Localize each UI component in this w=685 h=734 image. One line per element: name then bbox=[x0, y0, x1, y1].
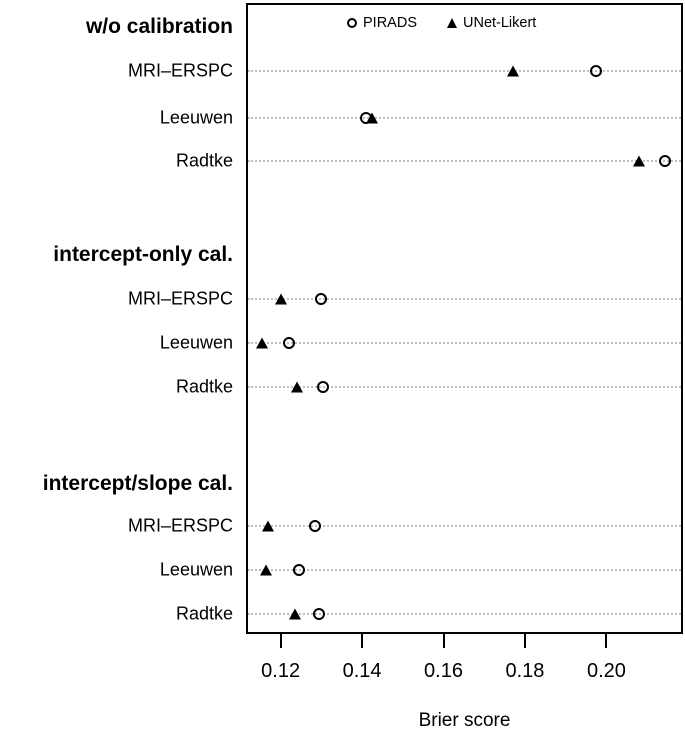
pirads-circle-marker bbox=[590, 65, 603, 77]
row-gridline bbox=[248, 70, 681, 72]
pirads-circle-marker bbox=[317, 381, 330, 393]
unet-likert-triangle-marker bbox=[260, 564, 273, 576]
pirads-legend-icon bbox=[347, 18, 357, 28]
pirads-circle-marker bbox=[309, 519, 322, 532]
group-label: intercept-only cal. bbox=[53, 242, 233, 266]
x-axis-tick-label: 0.20 bbox=[586, 660, 626, 682]
x-axis-tick bbox=[523, 634, 526, 648]
unet-likert-triangle-marker bbox=[274, 293, 287, 304]
row-label: MRI–ERSPC bbox=[127, 288, 233, 308]
pirads-circle-marker bbox=[659, 155, 672, 167]
group-label: intercept/slope cal. bbox=[42, 471, 233, 495]
row-label: MRI–ERSPC bbox=[127, 515, 233, 535]
legend: PIRADS UNet-Likert bbox=[347, 13, 536, 33]
x-axis-tick bbox=[279, 634, 282, 648]
x-axis-tick bbox=[605, 634, 608, 648]
unet-likert-legend-icon bbox=[447, 18, 457, 28]
pirads-circle-marker bbox=[313, 607, 326, 620]
x-axis-tick-label: 0.14 bbox=[342, 660, 382, 682]
row-label: Leeuwen bbox=[159, 107, 233, 127]
row-label: Leeuwen bbox=[159, 559, 233, 580]
x-axis-tick bbox=[361, 634, 364, 648]
row-gridline bbox=[248, 297, 681, 300]
row-gridline bbox=[248, 612, 681, 615]
legend-entry: PIRADS bbox=[347, 15, 417, 31]
pirads-circle-marker bbox=[292, 564, 305, 576]
row-label: Radtke bbox=[175, 150, 233, 171]
row-label: MRI–ERSPC bbox=[127, 60, 233, 81]
row-gridline bbox=[248, 524, 681, 527]
unet-likert-triangle-marker bbox=[366, 112, 379, 123]
x-axis-title: Brier score bbox=[418, 710, 511, 731]
x-axis-tick bbox=[442, 634, 445, 648]
x-axis-tick-label: 0.16 bbox=[424, 660, 463, 682]
row-label: Leeuwen bbox=[159, 332, 233, 353]
legend-label: UNet-Likert bbox=[463, 15, 537, 31]
unet-likert-triangle-marker bbox=[633, 155, 645, 167]
unet-likert-triangle-marker bbox=[506, 65, 519, 77]
row-label: Radtke bbox=[175, 603, 233, 623]
row-gridline bbox=[248, 116, 681, 119]
row-label: Radtke bbox=[175, 376, 233, 397]
row-gridline bbox=[248, 342, 681, 344]
row-gridline bbox=[248, 386, 681, 388]
legend-label: PIRADS bbox=[363, 15, 417, 31]
unet-likert-triangle-marker bbox=[262, 520, 275, 531]
pirads-circle-marker bbox=[282, 337, 295, 349]
row-gridline bbox=[248, 569, 681, 571]
x-axis-tick-label: 0.18 bbox=[505, 660, 545, 682]
unet-likert-triangle-marker bbox=[256, 337, 269, 349]
unet-likert-triangle-marker bbox=[290, 381, 303, 393]
unet-likert-triangle-marker bbox=[288, 608, 301, 619]
legend-entry: UNet-Likert bbox=[447, 15, 536, 31]
plot-area bbox=[246, 3, 683, 634]
row-gridline bbox=[248, 160, 681, 162]
pirads-circle-marker bbox=[315, 292, 328, 305]
x-axis-tick-label: 0.12 bbox=[261, 660, 301, 682]
group-label: w/o calibration bbox=[85, 15, 233, 38]
